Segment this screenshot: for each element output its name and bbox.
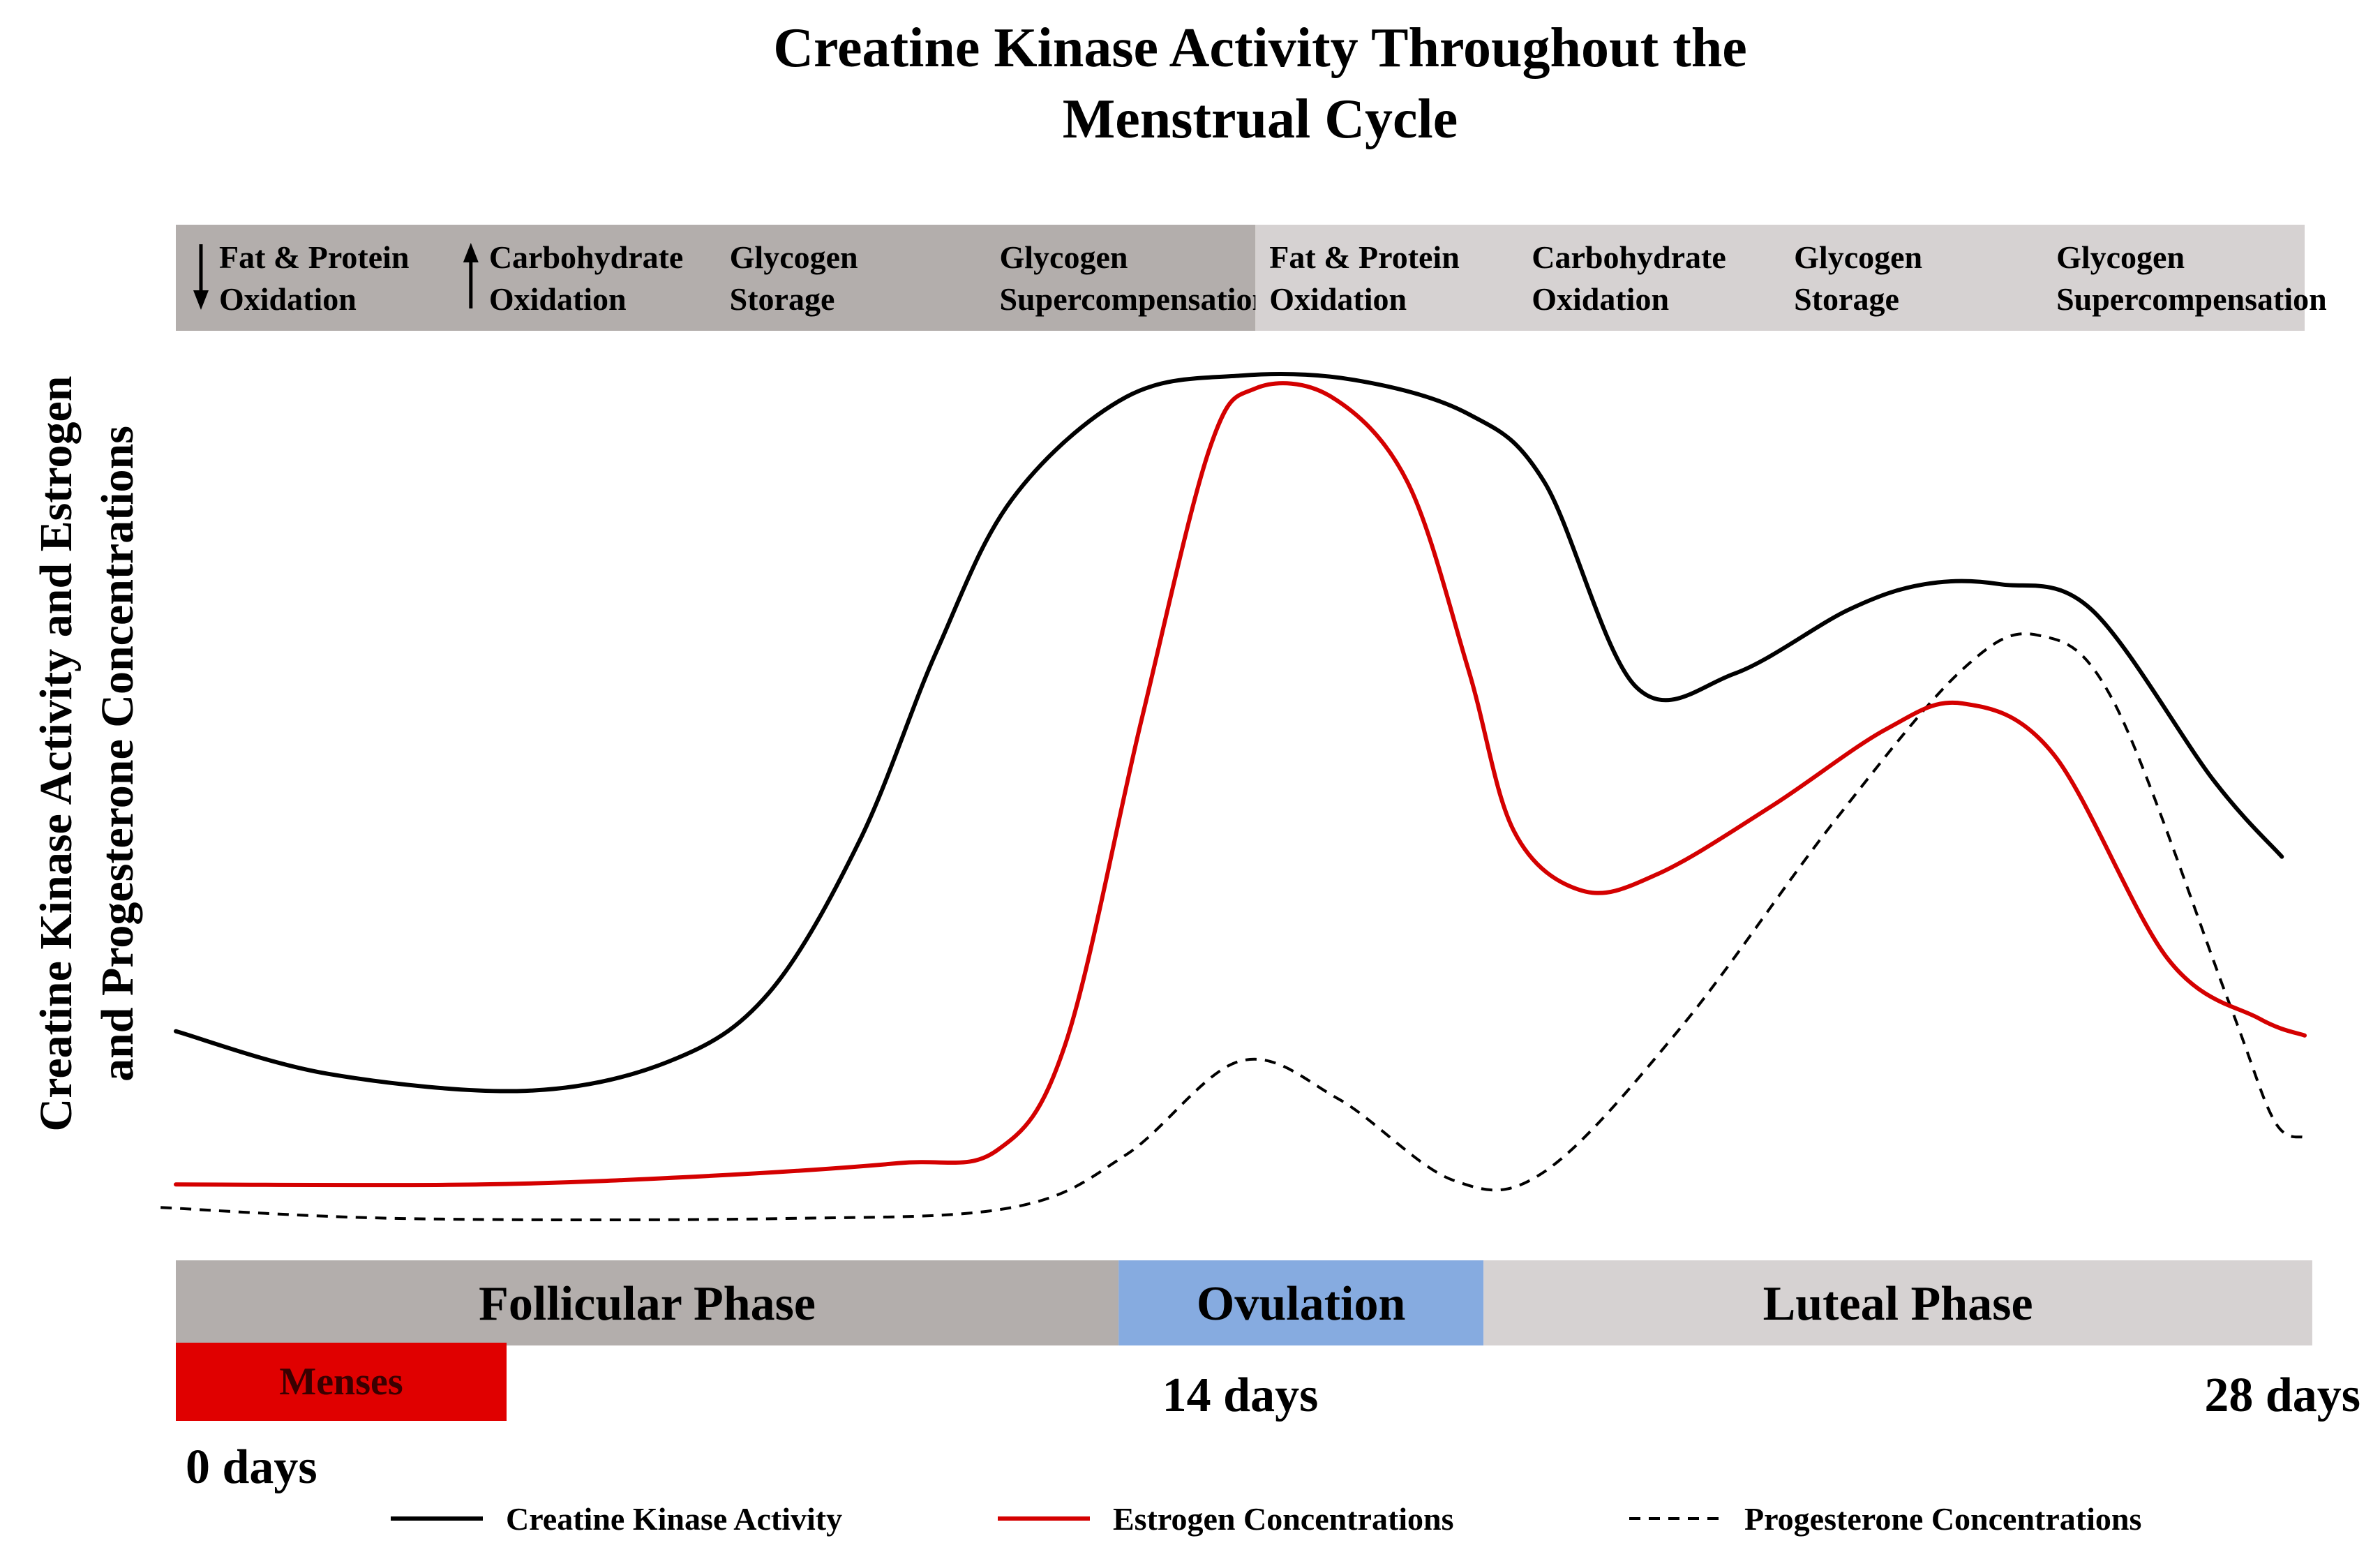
band-item-1-3: Glycogen Storage [730, 239, 858, 317]
band-item-text: Supercompensation [999, 281, 1270, 317]
menses-label: Menses [279, 1360, 403, 1403]
band-item-text: Fat & Protein [1269, 239, 1460, 275]
band-item-text: Oxidation [219, 281, 357, 317]
band-item-2-1: Fat & Protein Oxidation [1269, 239, 1460, 317]
x-tick-labels: 0 days 14 days 28 days [186, 1369, 2360, 1494]
phase-segment-2 [1118, 1260, 1484, 1345]
band-item-text: Carbohydrate [489, 239, 684, 275]
phase-segment-1 [176, 1260, 1119, 1345]
x-tick-label: 14 days [1162, 1369, 1319, 1422]
series-layer [160, 372, 2307, 1222]
band-item-text: Glycogen [2056, 239, 2185, 275]
chart-title-line-1: Creatine Kinase Activity Throughout the [773, 17, 1747, 79]
band-item-text: Glycogen [999, 239, 1128, 275]
band-item-2-3: Glycogen Storage [1794, 239, 1922, 317]
series-line-2 [174, 381, 2307, 1188]
band-item-1-1: Fat & Protein Oxidation [193, 239, 410, 317]
y-axis-label: Creatine Kinase Activity and Estrogen an… [31, 376, 143, 1132]
top-metabolism-bands: Fat & Protein Oxidation Carbohydrate Oxidat… [176, 225, 2327, 331]
menses-bar [176, 1343, 507, 1421]
band-item-1-2: Carbohydrate Oxidation [463, 239, 684, 317]
y-axis-label-line-2: and Progesterone Concentrations [92, 426, 143, 1082]
series-line-1 [174, 372, 2284, 1094]
band-item-text: Oxidation [1269, 281, 1407, 317]
legend-label: Progesterone Concentrations [1744, 1501, 2141, 1537]
band-item-text: Fat & Protein [219, 239, 410, 275]
phase-segment-3 [1483, 1260, 2312, 1345]
series-line-3 [160, 632, 2305, 1222]
legend-label: Estrogen Concentrations [1113, 1501, 1454, 1537]
band-item-text: Glycogen [1794, 239, 1922, 275]
legend-entry-2: Estrogen Concentrations [998, 1501, 1454, 1537]
legend: Creatine Kinase Activity Estrogen Concent… [391, 1501, 2141, 1537]
phase-label: Follicular Phase [479, 1277, 816, 1331]
x-tick-label: 28 days [2204, 1369, 2360, 1422]
top-band-1 [176, 225, 1256, 331]
phase-bar: Follicular Phase Ovulation Luteal Phase Men… [176, 1260, 2312, 1421]
band-item-2-2: Carbohydrate Oxidation [1532, 239, 1726, 317]
band-item-text: Storage [1794, 281, 1899, 317]
phase-label: Ovulation [1197, 1277, 1406, 1331]
band-item-text: Storage [730, 281, 835, 317]
y-axis-label-line-1: Creatine Kinase Activity and Estrogen [31, 376, 82, 1132]
band-item-text: Oxidation [489, 281, 627, 317]
chart-title-line-2: Menstrual Cycle [1063, 89, 1458, 150]
legend-entry-1: Creatine Kinase Activity [391, 1501, 842, 1537]
band-item-text: Supercompensation [2056, 281, 2327, 317]
phase-label: Luteal Phase [1763, 1277, 2033, 1331]
band-item-1-4: Glycogen Supercompensation [999, 239, 1270, 317]
up-arrow-icon [463, 243, 479, 262]
down-arrow-head-icon [193, 290, 209, 310]
x-tick-label: 0 days [186, 1440, 317, 1494]
band-item-text: Carbohydrate [1532, 239, 1726, 275]
top-band-2 [1255, 225, 2305, 331]
band-item-text: Oxidation [1532, 281, 1669, 317]
band-item-text: Glycogen [730, 239, 858, 275]
band-item-2-4: Glycogen Supercompensation [2056, 239, 2327, 317]
legend-label: Creatine Kinase Activity [506, 1501, 842, 1537]
legend-entry-3: Progesterone Concentrations [1629, 1501, 2141, 1537]
